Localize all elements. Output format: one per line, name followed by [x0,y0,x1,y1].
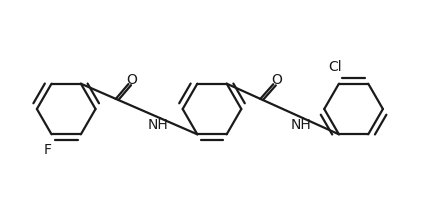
Text: NH: NH [148,118,168,132]
Text: O: O [126,73,137,87]
Text: F: F [43,143,51,157]
Text: NH: NH [290,118,311,132]
Text: Cl: Cl [328,60,341,74]
Text: O: O [271,73,282,87]
